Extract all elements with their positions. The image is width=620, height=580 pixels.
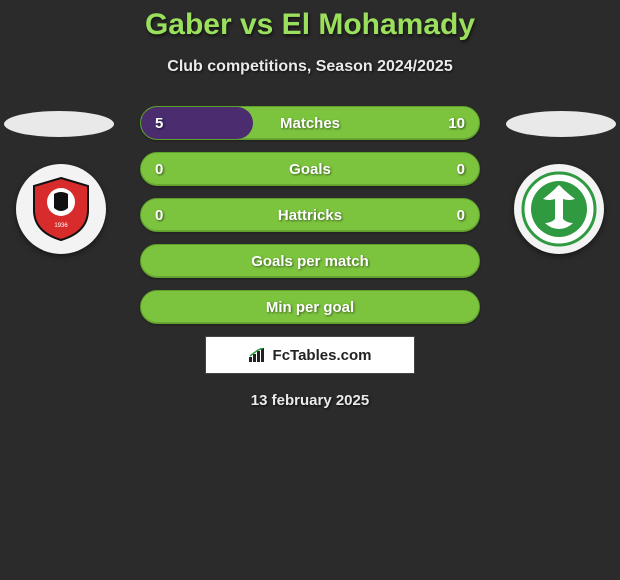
stat-row: 5 10 Matches <box>140 106 480 140</box>
stat-row: 0 0 Hattricks <box>140 198 480 232</box>
comparison-body: 1936 5 10 Matches 0 0 Goals 0 0 Hattricks Goals p… <box>0 106 620 324</box>
stat-row: Min per goal <box>140 290 480 324</box>
stat-label: Matches <box>280 115 340 132</box>
shadow-ellipse-right <box>506 111 616 137</box>
page-title: Gaber vs El Mohamady <box>0 8 620 42</box>
stat-row: 0 0 Goals <box>140 152 480 186</box>
comparison-card: Gaber vs El Mohamady Club competitions, … <box>0 0 620 409</box>
stat-label: Hattricks <box>278 207 342 224</box>
stat-label: Goals per match <box>251 253 369 270</box>
svg-text:1936: 1936 <box>54 223 68 229</box>
stat-value-right: 10 <box>448 115 465 132</box>
brand-box[interactable]: FcTables.com <box>205 336 415 374</box>
team-crest-right <box>521 171 597 247</box>
stat-label: Min per goal <box>266 299 354 316</box>
team-logo-right <box>514 164 604 254</box>
stat-value-right: 0 <box>457 207 465 224</box>
stat-row: Goals per match <box>140 244 480 278</box>
stat-value-left: 0 <box>155 161 163 178</box>
stat-label: Goals <box>289 161 331 178</box>
subtitle: Club competitions, Season 2024/2025 <box>0 58 620 76</box>
date-text: 13 february 2025 <box>0 392 620 409</box>
stat-value-left: 5 <box>155 115 163 132</box>
stat-rows: 5 10 Matches 0 0 Goals 0 0 Hattricks Goals per ma… <box>140 106 480 324</box>
team-crest-left: 1936 <box>26 174 96 244</box>
chart-icon <box>249 348 267 362</box>
stat-value-right: 0 <box>457 161 465 178</box>
stat-value-left: 0 <box>155 207 163 224</box>
team-logo-left: 1936 <box>16 164 106 254</box>
shadow-ellipse-left <box>4 111 114 137</box>
brand-text: FcTables.com <box>273 347 372 364</box>
